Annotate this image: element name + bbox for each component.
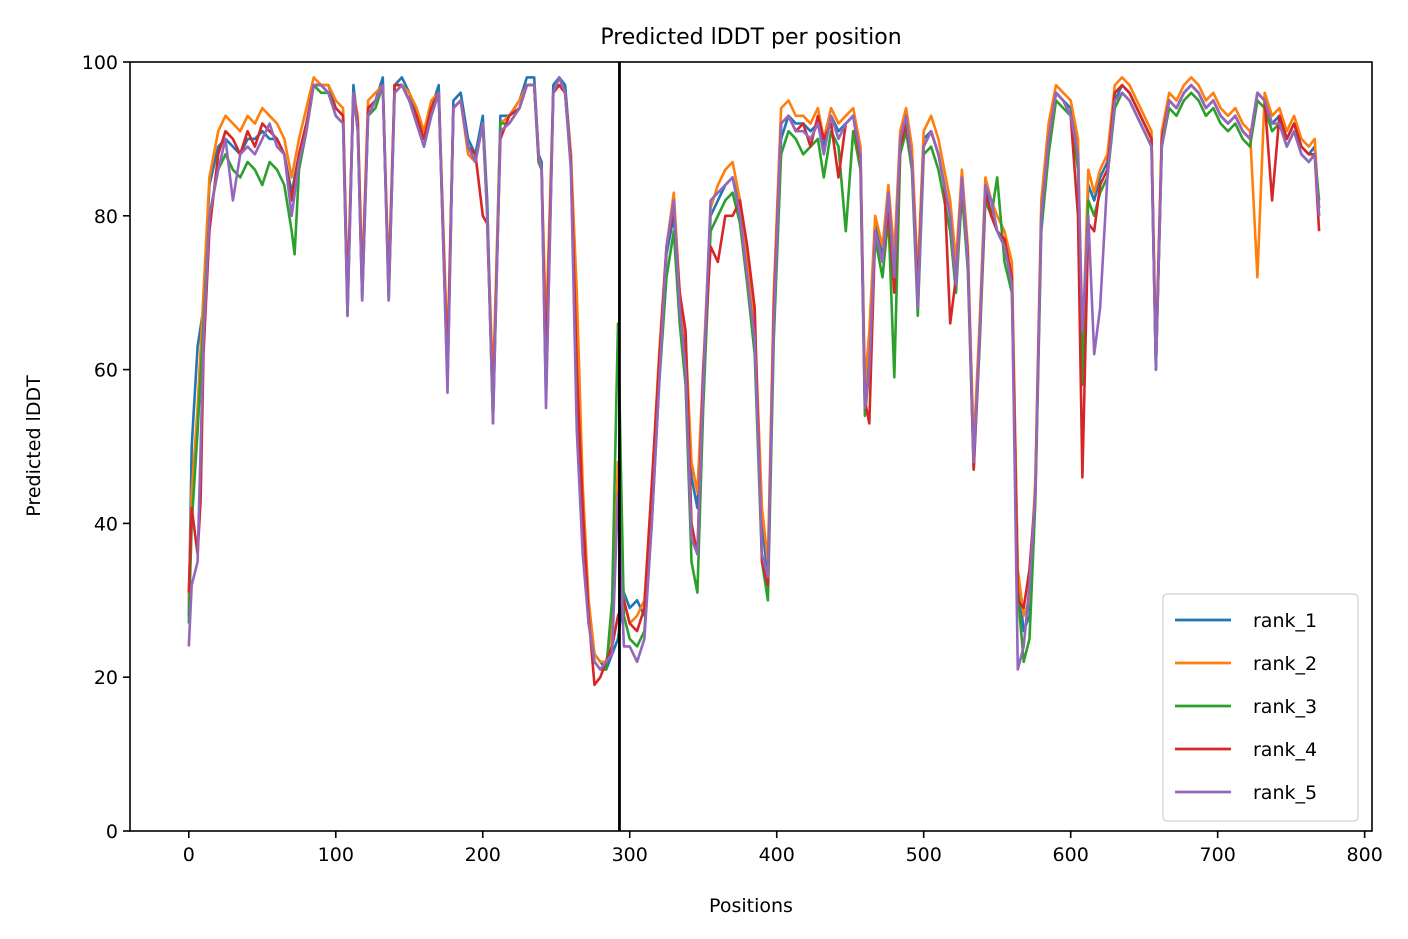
legend-box [1162,593,1359,822]
x-tick-label: 300 [612,844,648,866]
x-tick-label: 700 [1200,844,1236,866]
y-tick-label: 0 [106,821,118,843]
legend-label-rank_1: rank_1 [1253,610,1317,632]
y-tick-label: 80 [94,206,118,228]
series-line-rank_2 [187,76,1321,664]
x-tick-label: 600 [1053,844,1089,866]
legend-label-rank_2: rank_2 [1253,653,1317,675]
x-tick-label: 100 [318,844,354,866]
x-axis-ticks: 0 100 200 300 400 500 600 700 800 [183,831,1383,866]
x-tick-label: 500 [906,844,942,866]
x-tick-label: 200 [465,844,501,866]
series-layer [187,76,1321,687]
series-line-rank_5 [187,76,1321,671]
y-axis-label: Predicted lDDT [23,375,45,517]
legend: rank_1 rank_2 rank_3 rank_4 rank_5 [1162,593,1359,822]
y-tick-label: 100 [82,52,118,74]
x-tick-label: 800 [1347,844,1383,866]
y-tick-label: 40 [94,513,118,535]
y-axis-ticks: 0 20 40 60 80 100 [82,52,130,843]
legend-label-rank_4: rank_4 [1253,739,1317,761]
chart-title: Predicted lDDT per position [600,25,901,50]
y-tick-label: 60 [94,360,118,382]
x-axis-label: Positions [709,895,793,917]
y-tick-label: 20 [94,667,118,689]
legend-label-rank_3: rank_3 [1253,696,1317,718]
axes-frame [129,61,1373,832]
x-tick-label: 0 [183,844,195,866]
x-tick-label: 400 [759,844,795,866]
legend-label-rank_5: rank_5 [1253,782,1317,804]
